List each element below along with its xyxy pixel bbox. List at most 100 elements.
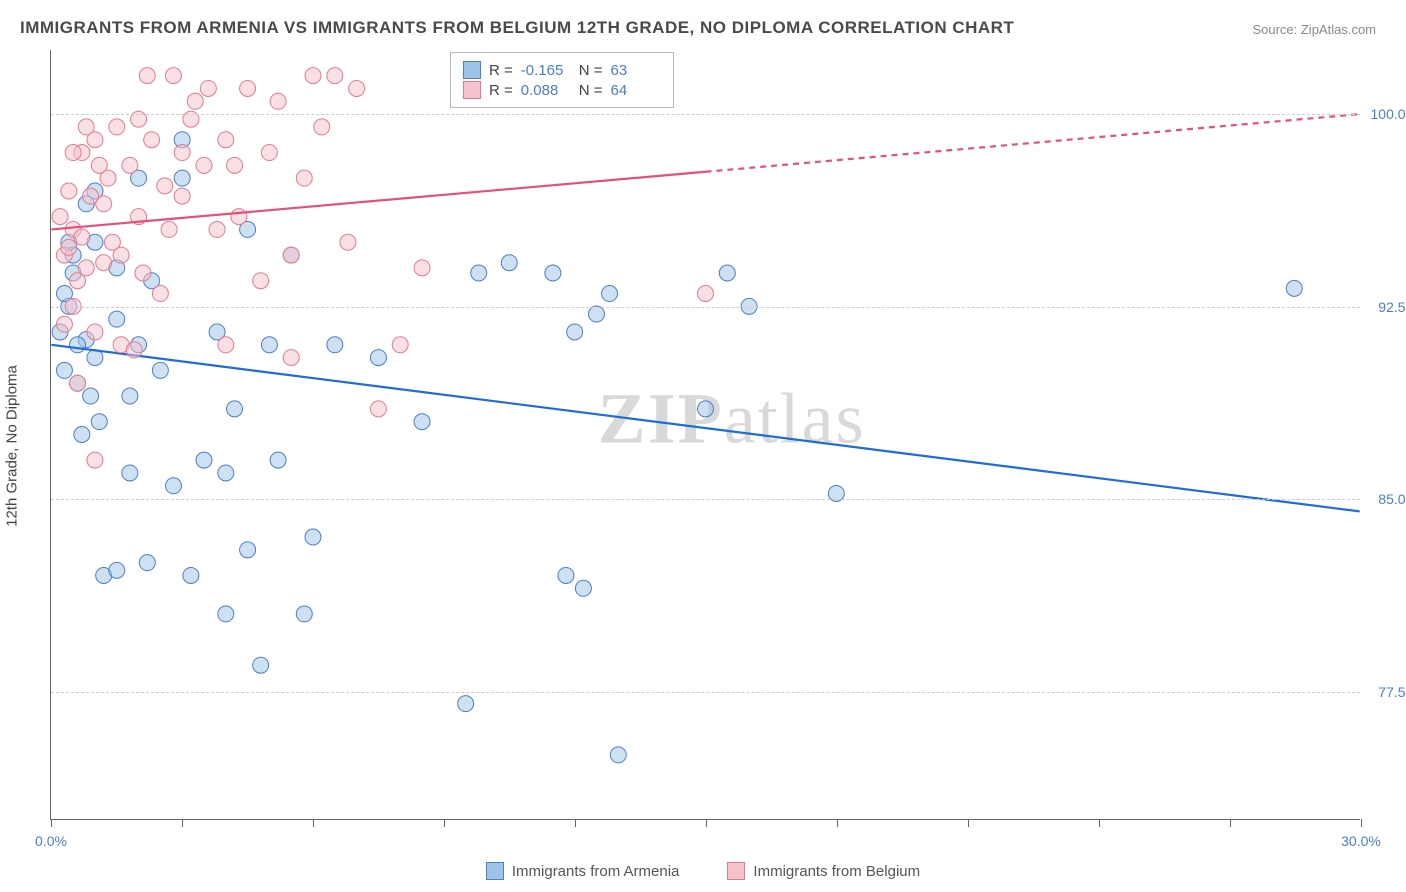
- scatter-point: [109, 119, 125, 135]
- scatter-point: [131, 209, 147, 225]
- scatter-point: [131, 337, 147, 353]
- scatter-point: [52, 209, 68, 225]
- scatter-point: [100, 170, 116, 186]
- scatter-point: [209, 324, 225, 340]
- scatter-point: [261, 337, 277, 353]
- scatter-point: [87, 234, 103, 250]
- chart-title: IMMIGRANTS FROM ARMENIA VS IMMIGRANTS FR…: [20, 18, 1014, 38]
- scatter-point: [327, 337, 343, 353]
- scatter-point: [253, 657, 269, 673]
- bottom-legend: Immigrants from ArmeniaImmigrants from B…: [0, 862, 1406, 884]
- scatter-point: [698, 286, 714, 302]
- scatter-point: [91, 157, 107, 173]
- scatter-point: [283, 247, 299, 263]
- scatter-point: [588, 306, 604, 322]
- trend-line: [51, 172, 705, 230]
- scatter-point: [65, 265, 81, 281]
- scatter-point: [283, 350, 299, 366]
- gridline-h: [51, 307, 1360, 308]
- gridline-h: [51, 499, 1360, 500]
- scatter-point: [270, 93, 286, 109]
- xtick: [444, 819, 445, 827]
- legend-swatch: [727, 862, 745, 880]
- scatter-point: [74, 229, 90, 245]
- scatter-point: [70, 375, 86, 391]
- xtick: [313, 819, 314, 827]
- xtick: [51, 819, 52, 827]
- legend-swatch: [463, 81, 481, 99]
- scatter-point: [122, 388, 138, 404]
- watermark: ZIPatlas: [598, 378, 866, 461]
- scatter-point: [392, 337, 408, 353]
- scatter-point: [349, 80, 365, 96]
- scatter-point: [61, 234, 77, 250]
- xtick: [1230, 819, 1231, 827]
- scatter-point: [558, 567, 574, 583]
- scatter-point: [314, 119, 330, 135]
- gridline-h: [51, 692, 1360, 693]
- xtick: [575, 819, 576, 827]
- scatter-point: [187, 93, 203, 109]
- trend-line-dashed: [706, 114, 1360, 172]
- scatter-point: [61, 183, 77, 199]
- scatter-point: [83, 388, 99, 404]
- scatter-point: [109, 562, 125, 578]
- scatter-point: [218, 132, 234, 148]
- scatter-point: [227, 157, 243, 173]
- scatter-point: [139, 68, 155, 84]
- scatter-point: [296, 170, 312, 186]
- chart-container: IMMIGRANTS FROM ARMENIA VS IMMIGRANTS FR…: [0, 0, 1406, 892]
- xtick-label-left: 0.0%: [35, 833, 67, 849]
- scatter-point: [109, 260, 125, 276]
- xtick: [706, 819, 707, 827]
- xtick: [1099, 819, 1100, 827]
- scatter-point: [96, 255, 112, 271]
- scatter-point: [218, 465, 234, 481]
- scatter-point: [370, 350, 386, 366]
- scatter-point: [240, 80, 256, 96]
- scatter-point: [227, 401, 243, 417]
- scatter-point: [174, 132, 190, 148]
- scatter-point: [152, 362, 168, 378]
- scatter-point: [135, 265, 151, 281]
- scatter-point: [122, 465, 138, 481]
- scatter-point: [144, 132, 160, 148]
- xtick: [182, 819, 183, 827]
- scatter-point: [74, 427, 90, 443]
- scatter-point: [78, 332, 94, 348]
- scatter-point: [126, 342, 142, 358]
- scatter-point: [200, 80, 216, 96]
- scatter-point: [305, 529, 321, 545]
- ytick-label: 85.0%: [1363, 491, 1406, 507]
- scatter-point: [327, 68, 343, 84]
- stat-value: 0.088: [521, 82, 571, 99]
- scatter-point: [52, 324, 68, 340]
- legend-item: Immigrants from Armenia: [486, 862, 680, 880]
- scatter-point: [131, 170, 147, 186]
- stat-value: -0.165: [521, 62, 571, 79]
- scatter-point: [458, 696, 474, 712]
- scatter-point: [261, 145, 277, 161]
- scatter-point: [174, 145, 190, 161]
- y-axis-label: 12th Grade, No Diploma: [4, 365, 21, 527]
- scatter-point: [602, 286, 618, 302]
- scatter-point: [122, 157, 138, 173]
- scatter-point: [414, 414, 430, 430]
- plot-area: ZIPatlas 77.5%85.0%92.5%100.0%0.0%30.0%: [50, 50, 1360, 820]
- watermark-atlas: atlas: [724, 379, 866, 459]
- scatter-point: [567, 324, 583, 340]
- stat-label: R =: [489, 82, 513, 99]
- scatter-point: [471, 265, 487, 281]
- scatter-point: [56, 247, 72, 263]
- scatter-point: [87, 452, 103, 468]
- scatter-point: [240, 221, 256, 237]
- gridline-h: [51, 114, 1360, 115]
- scatter-point: [296, 606, 312, 622]
- scatter-point: [113, 337, 129, 353]
- scatter-point: [61, 239, 77, 255]
- scatter-point: [575, 580, 591, 596]
- scatter-point: [87, 132, 103, 148]
- scatter-point: [270, 452, 286, 468]
- scatter-point: [78, 119, 94, 135]
- stats-row: R =0.088N =64: [463, 81, 661, 99]
